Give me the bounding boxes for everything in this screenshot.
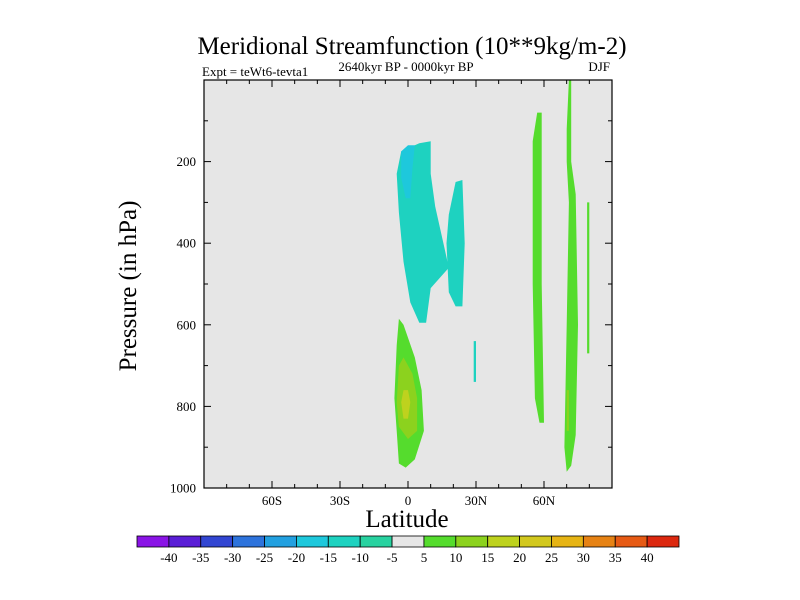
colorbar-label: 10 bbox=[449, 550, 462, 565]
region-nh-high-lat-band-1 bbox=[532, 112, 544, 423]
colorbar-box bbox=[391, 535, 425, 548]
colorbar-label: 15 bbox=[481, 550, 494, 565]
colorbar-box bbox=[359, 535, 393, 548]
y-tick-label: 400 bbox=[177, 236, 197, 251]
chart-title: Meridional Streamfunction (10**9kg/m-2) bbox=[197, 33, 626, 60]
region-nh-high-lat-band-2 bbox=[564, 80, 578, 472]
colorbar-label: 5 bbox=[421, 550, 428, 565]
colorbar-box bbox=[264, 535, 297, 548]
colorbar-label: 25 bbox=[545, 550, 558, 565]
x-axis-label: Latitude bbox=[365, 506, 448, 533]
colorbar-box bbox=[487, 535, 520, 548]
colorbar-box bbox=[519, 535, 552, 548]
colorbar-box bbox=[614, 535, 648, 548]
region-nh-polar-sliver bbox=[587, 202, 590, 354]
colorbar-box bbox=[136, 535, 170, 548]
colorbar-box bbox=[423, 535, 457, 548]
x-tick-label: 0 bbox=[405, 493, 412, 508]
colorbar-box bbox=[455, 535, 489, 548]
region-nh-subtropical-sliver bbox=[473, 341, 476, 382]
colorbar-label: 40 bbox=[641, 550, 654, 565]
x-tick-label: 30N bbox=[465, 493, 488, 508]
colorbar-box bbox=[646, 535, 680, 548]
chart-subtitle: 2640kyr BP - 0000kyr BP bbox=[338, 59, 473, 74]
colorbar-label: -40 bbox=[160, 550, 177, 565]
y-axis-label: Pressure (in hPa) bbox=[115, 201, 142, 372]
colorbar: -40 -35 -30 -25 -20 -15 -10 -5 5 10 15 20 25 30 35 40 bbox=[136, 535, 680, 565]
contour-regions bbox=[394, 80, 590, 472]
colorbar-label: -5 bbox=[387, 550, 398, 565]
region-nh-subtropical-negative bbox=[446, 180, 465, 307]
colorbar-label: -35 bbox=[192, 550, 209, 565]
x-tick-label: 60S bbox=[262, 493, 282, 508]
x-axis: 60S 30S 0 30N 60N bbox=[226, 80, 590, 508]
y-tick-label: 1000 bbox=[170, 481, 196, 496]
colorbar-box bbox=[168, 535, 202, 548]
plot-area bbox=[203, 79, 613, 489]
y-axis: 200 400 600 800 1000 bbox=[170, 120, 612, 496]
colorbar-label: 30 bbox=[577, 550, 590, 565]
colorbar-box bbox=[551, 535, 584, 548]
colorbar-label: -30 bbox=[224, 550, 241, 565]
x-tick-label: 60N bbox=[533, 493, 556, 508]
y-tick-label: 200 bbox=[177, 154, 197, 169]
y-tick-label: 600 bbox=[177, 317, 197, 332]
region-nh-high-lat-band-2-core bbox=[566, 390, 569, 431]
colorbar-label: -20 bbox=[288, 550, 305, 565]
colorbar-label: 20 bbox=[513, 550, 526, 565]
region-tropical-lower-max bbox=[401, 390, 411, 419]
colorbar-box bbox=[232, 535, 265, 548]
experiment-label: Expt = teWt6-tevta1 bbox=[202, 64, 308, 79]
colorbar-box bbox=[296, 535, 329, 548]
colorbar-box bbox=[327, 535, 361, 548]
colorbar-label: -25 bbox=[256, 550, 273, 565]
colorbar-label: -10 bbox=[352, 550, 369, 565]
colorbar-label: 35 bbox=[609, 550, 622, 565]
colorbar-label: -15 bbox=[320, 550, 337, 565]
region-tropical-upper-core bbox=[401, 145, 415, 199]
season-label: DJF bbox=[588, 59, 610, 74]
y-tick-label: 800 bbox=[177, 399, 197, 414]
colorbar-box bbox=[582, 535, 616, 548]
colorbar-box bbox=[200, 535, 234, 548]
x-tick-label: 30S bbox=[330, 493, 350, 508]
